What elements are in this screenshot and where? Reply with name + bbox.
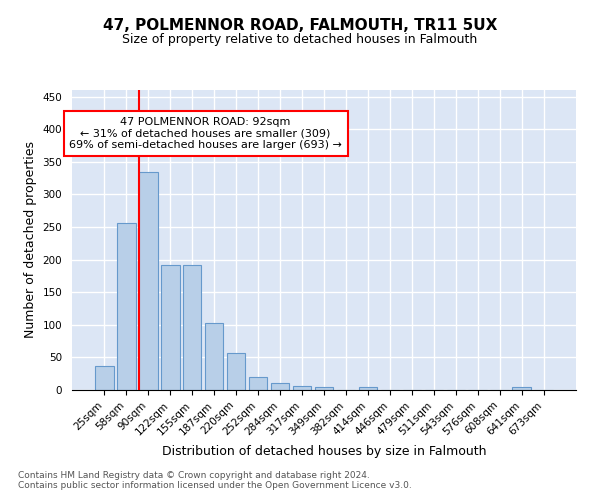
Bar <box>139 172 158 390</box>
Bar <box>293 386 311 390</box>
Bar <box>271 384 289 390</box>
Bar <box>205 324 223 390</box>
Y-axis label: Number of detached properties: Number of detached properties <box>24 142 37 338</box>
Text: 47 POLMENNOR ROAD: 92sqm
← 31% of detached houses are smaller (309)
69% of semi-: 47 POLMENNOR ROAD: 92sqm ← 31% of detach… <box>69 117 342 150</box>
Bar <box>512 386 531 390</box>
Bar <box>183 265 202 390</box>
X-axis label: Distribution of detached houses by size in Falmouth: Distribution of detached houses by size … <box>162 445 486 458</box>
Bar <box>161 265 179 390</box>
Bar <box>227 354 245 390</box>
Bar <box>314 388 334 390</box>
Text: Contains HM Land Registry data © Crown copyright and database right 2024.
Contai: Contains HM Land Registry data © Crown c… <box>18 470 412 490</box>
Bar <box>95 366 113 390</box>
Bar <box>249 377 268 390</box>
Bar <box>359 386 377 390</box>
Text: 47, POLMENNOR ROAD, FALMOUTH, TR11 5UX: 47, POLMENNOR ROAD, FALMOUTH, TR11 5UX <box>103 18 497 32</box>
Text: Size of property relative to detached houses in Falmouth: Size of property relative to detached ho… <box>122 32 478 46</box>
Bar <box>117 223 136 390</box>
